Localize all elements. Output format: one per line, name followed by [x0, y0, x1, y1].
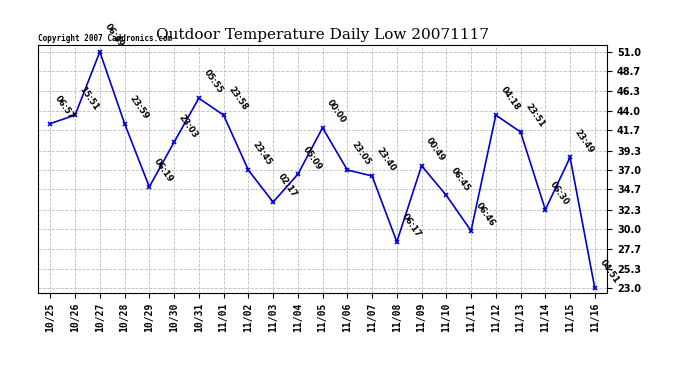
Text: 06:17: 06:17 — [400, 212, 422, 239]
Text: 04:18: 04:18 — [499, 86, 521, 112]
Text: 02:17: 02:17 — [276, 172, 299, 200]
Text: 04:51: 04:51 — [598, 258, 620, 285]
Text: 15:51: 15:51 — [78, 85, 101, 112]
Text: 23:59: 23:59 — [128, 94, 150, 121]
Text: 23:49: 23:49 — [573, 128, 595, 154]
Text: 05:09: 05:09 — [301, 145, 323, 171]
Text: 23:40: 23:40 — [375, 146, 397, 173]
Text: 00:00: 00:00 — [326, 98, 348, 125]
Text: 06:49: 06:49 — [103, 22, 126, 49]
Text: 06:46: 06:46 — [474, 201, 497, 228]
Text: 05:55: 05:55 — [201, 68, 224, 96]
Text: 23:05: 23:05 — [350, 140, 373, 167]
Text: 06:57: 06:57 — [53, 94, 76, 121]
Text: 06:19: 06:19 — [152, 157, 175, 184]
Text: 23:45: 23:45 — [251, 140, 274, 167]
Text: Copyright 2007 Caddronics.com: Copyright 2007 Caddronics.com — [38, 33, 172, 42]
Title: Outdoor Temperature Daily Low 20071117: Outdoor Temperature Daily Low 20071117 — [156, 28, 489, 42]
Text: 00:49: 00:49 — [424, 136, 447, 163]
Text: 23:58: 23:58 — [226, 86, 249, 112]
Text: 06:45: 06:45 — [449, 165, 472, 193]
Text: 23:51: 23:51 — [523, 102, 546, 129]
Text: 23:03: 23:03 — [177, 112, 199, 140]
Text: 06:30: 06:30 — [548, 180, 571, 207]
